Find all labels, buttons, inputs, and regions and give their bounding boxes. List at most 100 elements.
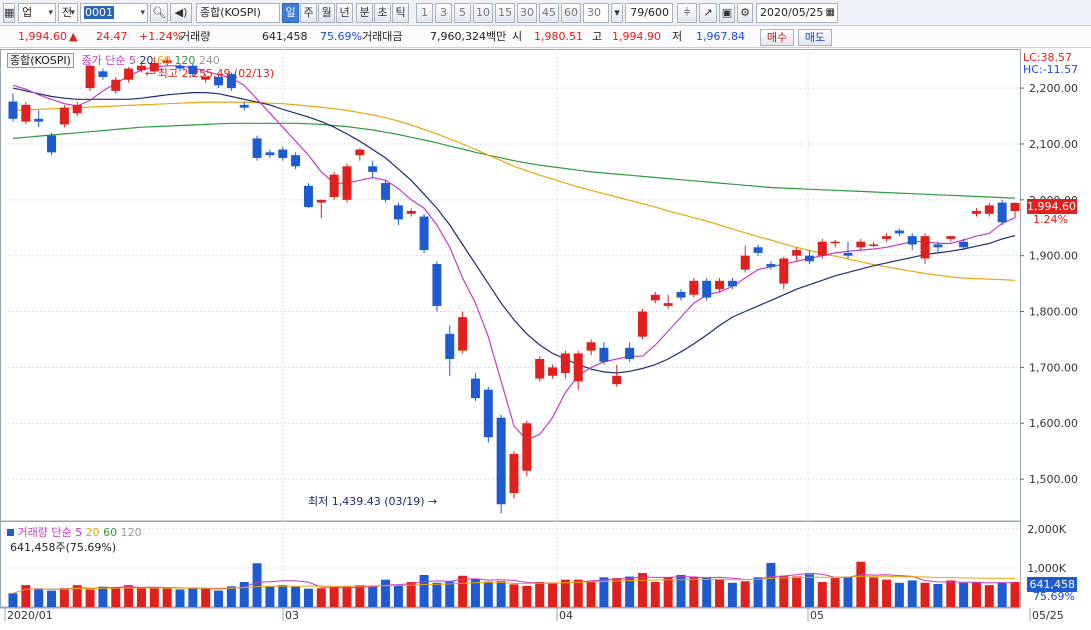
candle-body (830, 241, 840, 244)
market-select[interactable]: 업 (18, 3, 56, 23)
current-price-box: 1,994.60 (1027, 199, 1077, 214)
price-tick-label: 2,200.00 (1029, 82, 1078, 95)
code-input[interactable]: 0001 (80, 3, 148, 23)
interval-button-10[interactable]: 10 (473, 3, 493, 23)
volume-bar (663, 577, 673, 607)
ma20-line (12, 87, 1016, 374)
grid-icon[interactable]: ▦ (3, 3, 15, 23)
candle-body (175, 65, 185, 69)
volume-bar (188, 587, 198, 607)
candle-body (637, 311, 647, 337)
tab-period-minute[interactable]: 분 (356, 3, 373, 23)
date-input-value: 2020/05/25 (760, 6, 824, 19)
candle-body (663, 303, 673, 306)
price-tick-label: 1,900.00 (1029, 250, 1078, 263)
candle-body (625, 347, 635, 360)
candle-body (239, 104, 249, 108)
type-select[interactable]: 전 (58, 3, 78, 23)
candle-body (959, 241, 969, 248)
candle-body (329, 174, 339, 198)
volume-bar (111, 587, 121, 607)
candle-body (59, 107, 69, 125)
volume-bar (740, 581, 750, 607)
candle-body (136, 65, 146, 71)
draw-tool-icon[interactable]: ↗ (699, 3, 717, 23)
candle-body (214, 76, 224, 86)
x-axis-label: 05/25 (1032, 609, 1064, 622)
candle-type-icon[interactable]: ⫩ (677, 3, 697, 23)
legend-ma60: 60 (156, 54, 171, 67)
interval-button-5[interactable]: 5 (454, 3, 471, 23)
count-display-text: 79/600 (630, 6, 669, 19)
price-tick-label: 1,500.00 (1029, 473, 1078, 486)
volume-bar (792, 576, 802, 607)
volume-bar (933, 583, 943, 607)
interval-input[interactable]: 30 (583, 3, 609, 23)
save-icon[interactable]: ▣ (719, 3, 735, 23)
interval-button-45[interactable]: 45 (539, 3, 559, 23)
search-icon[interactable]: 🔍︎ (150, 3, 168, 23)
interval-input-value: 30 (587, 6, 601, 19)
date-input[interactable]: 2020/05/25 ▦ (756, 3, 838, 23)
candle-body (843, 252, 853, 256)
buy-button[interactable]: 매수 (760, 29, 794, 46)
price-volume-chart[interactable]: 2,200.002,100.002,000.001,900.001,800.00… (0, 49, 1091, 630)
price-tick-label: 1,700.00 (1029, 361, 1078, 374)
tab-period-second[interactable]: 초 (374, 3, 391, 23)
speaker-icon[interactable]: ◀) (170, 3, 192, 23)
current-price-pct: 1.24% (1033, 213, 1068, 226)
volume-bar (162, 588, 172, 607)
quote-info-row: 1,994.60 ▲ 24.47 +1.24% 거래량 641,458 75.6… (0, 27, 1091, 48)
count-display: 79/600 (625, 3, 673, 23)
tab-period-tick[interactable]: 틱 (392, 3, 409, 23)
tab-period-week[interactable]: 주 (300, 3, 317, 23)
volume-bar (355, 585, 365, 607)
tab-period-day[interactable]: 일 (282, 3, 299, 23)
volume-bar (779, 575, 789, 607)
calendar-icon[interactable]: ▦ (825, 7, 835, 18)
candle-body (496, 417, 506, 505)
volume-bar (34, 588, 44, 607)
chart-area[interactable]: 2,200.002,100.002,000.001,900.001,800.00… (0, 49, 1091, 630)
volume-bar (8, 593, 18, 607)
tab-period-year[interactable]: 년 (336, 3, 353, 23)
candle-body (535, 359, 545, 379)
interval-button-1[interactable]: 1 (416, 3, 433, 23)
volume-bar (959, 582, 969, 607)
index-name: 종합(KOSPI) (196, 3, 280, 23)
volume-bar (882, 579, 892, 607)
gear-icon[interactable]: ⚙ (737, 3, 753, 23)
interval-button-30[interactable]: 30 (517, 3, 537, 23)
candle-body (804, 255, 814, 262)
interval-button-15[interactable]: 15 (495, 3, 515, 23)
candle-body (971, 210, 981, 214)
price-legend: 종합(KOSPI) 종가 단순 5 20 60 120 240 (7, 52, 220, 68)
volume-label: 거래량 (180, 30, 211, 43)
volume-bar (599, 577, 609, 607)
volume-legend-icon (7, 529, 14, 536)
volume-legend-prefix: 거래량 단순 (17, 526, 72, 539)
volume-bar (470, 578, 480, 607)
volume-bar (124, 585, 134, 607)
candle-body (124, 68, 134, 80)
hc-label: HC:-11.57 (1023, 63, 1079, 76)
legend-ma240: 240 (198, 54, 220, 67)
volume-bar (368, 586, 378, 607)
volume-bar (47, 590, 57, 607)
open-value: 1,980.51 (534, 30, 583, 43)
volume-bar (715, 578, 725, 607)
volume-legend-ma20: 20 (85, 526, 100, 539)
current-price: 1,994.60 (18, 30, 67, 43)
candle-body (162, 60, 172, 63)
interval-button-3[interactable]: 3 (435, 3, 452, 23)
x-axis-label: 04 (559, 609, 573, 622)
chevron-down-icon[interactable]: ▾ (611, 3, 623, 23)
sell-button[interactable]: 매도 (798, 29, 832, 46)
volume-bar (894, 582, 904, 607)
volume-bar (419, 574, 429, 607)
volume-bar (406, 582, 416, 607)
candle-body (470, 378, 480, 399)
candle-body (265, 152, 275, 156)
interval-button-60[interactable]: 60 (561, 3, 581, 23)
tab-period-month[interactable]: 월 (318, 3, 335, 23)
